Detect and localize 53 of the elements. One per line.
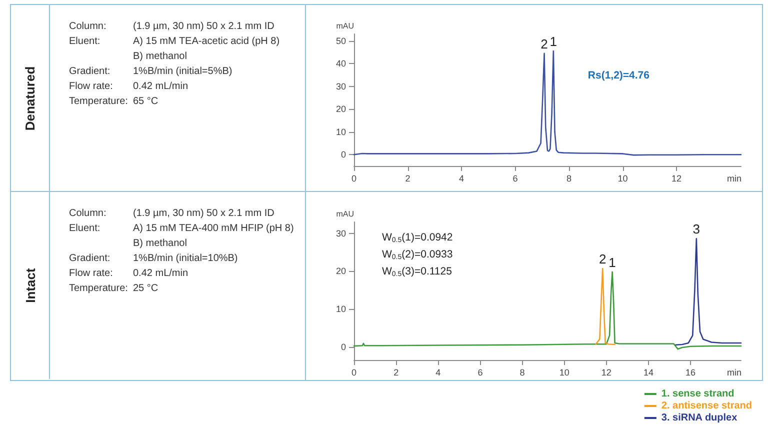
text: Column: (1.9 µm, 30 nm) 50 x 2.1 mm ID xyxy=(69,208,274,219)
x-tick-label: 0 xyxy=(351,368,357,378)
text: Intact xyxy=(22,268,38,303)
text: Flow rate: 0.42 mL/min xyxy=(69,81,188,92)
x-tick-label: 2 xyxy=(405,174,410,184)
legend-label: 3. siRNA duplex xyxy=(661,412,738,424)
legend-label: 1. sense strand xyxy=(661,388,734,400)
x-tick-label: 12 xyxy=(601,368,612,378)
text: Flow rate: 0.42 mL/min xyxy=(69,268,188,279)
text: Gradient: 1%B/min (initial=10%B) xyxy=(69,253,238,264)
text: B) methanol xyxy=(133,237,187,251)
y-tick-label: 20 xyxy=(336,266,346,276)
text: Column: (1.9 µm, 30 nm) 50 x 2.1 mm ID xyxy=(69,21,274,32)
text: Eluent: A) 15 mM TEA-400 mM HFIP (pH 8) xyxy=(69,223,294,234)
annotation: Rs(1,2)=4.76 xyxy=(588,70,650,82)
annotation: 3 xyxy=(692,222,700,237)
x-tick-label: 2 xyxy=(394,368,399,378)
text: Eluent: A) 15 mM TEA-acetic acid (pH 8) xyxy=(69,36,280,47)
text: Denatured xyxy=(22,66,38,130)
x-tick-label: 6 xyxy=(478,368,483,378)
y-tick-label: 20 xyxy=(336,104,346,114)
text: Gradient: 1%B/min (initial=5%B) xyxy=(69,66,232,77)
legend-label: 2. antisense strand xyxy=(661,400,752,412)
y-axis-title: mAU xyxy=(336,210,354,218)
x-axis-title: min xyxy=(727,368,742,378)
y-tick-label: 0 xyxy=(340,342,346,352)
x-tick-label: 14 xyxy=(643,368,654,378)
text: Temperature: 25 °C xyxy=(69,282,158,296)
text: Temperature: 65 °C xyxy=(69,95,158,109)
annotation: 1 xyxy=(608,254,616,270)
y-tick-label: 50 xyxy=(336,36,346,46)
x-tick-label: 10 xyxy=(559,368,570,378)
y-axis-title: mAU xyxy=(336,22,354,30)
x-tick-label: 0 xyxy=(351,174,357,184)
annotation: 2 xyxy=(540,36,548,52)
text: B) methanol xyxy=(133,50,187,64)
x-tick-label: 8 xyxy=(520,368,525,378)
x-tick-label: 16 xyxy=(686,368,696,378)
y-tick-label: 30 xyxy=(336,228,346,238)
y-tick-label: 10 xyxy=(336,126,346,137)
x-tick-label: 4 xyxy=(458,174,464,184)
annotation: 2 xyxy=(598,252,606,267)
y-tick-label: 40 xyxy=(336,58,346,69)
x-tick-label: 10 xyxy=(618,174,628,184)
x-tick-label: 8 xyxy=(566,174,572,184)
x-axis-title: min xyxy=(727,174,742,184)
x-tick-label: 12 xyxy=(671,174,682,184)
y-tick-label: 30 xyxy=(336,81,346,92)
y-tick-label: 0 xyxy=(340,150,346,160)
x-tick-label: 4 xyxy=(436,368,441,378)
x-tick-label: 6 xyxy=(512,174,518,184)
annotation: 1 xyxy=(550,34,558,50)
y-tick-label: 10 xyxy=(336,304,346,314)
